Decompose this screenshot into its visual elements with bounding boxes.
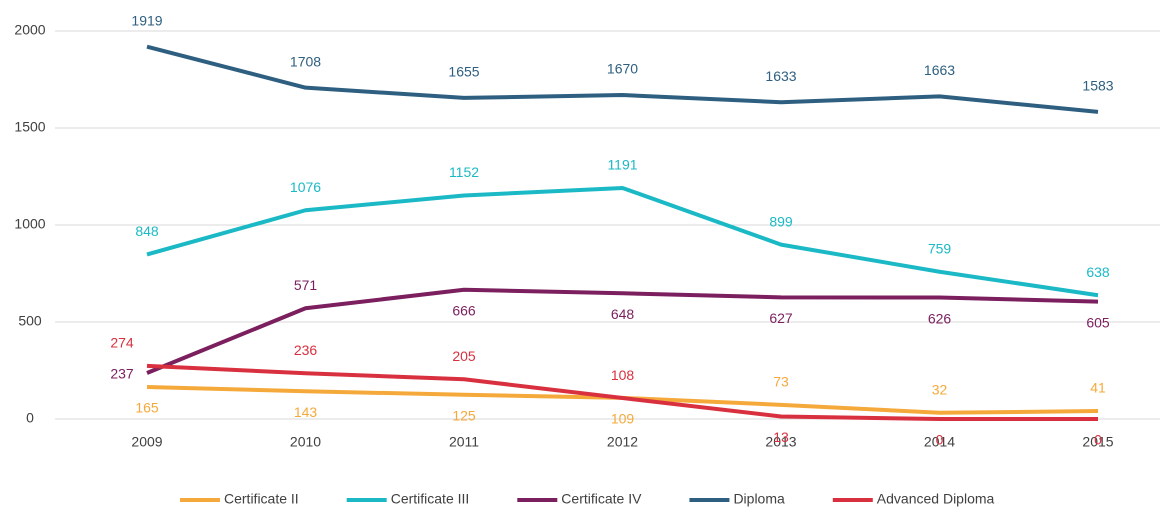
data-label: 0 xyxy=(1094,432,1102,448)
data-label: 0 xyxy=(936,432,944,448)
y-tick-label: 0 xyxy=(26,410,34,426)
data-label: 1152 xyxy=(449,164,479,180)
data-label: 899 xyxy=(769,213,793,229)
data-label: 236 xyxy=(294,342,318,358)
data-label: 1670 xyxy=(607,61,638,77)
data-label: 627 xyxy=(769,310,793,326)
y-tick-label: 2000 xyxy=(14,22,45,38)
data-label: 666 xyxy=(452,302,476,318)
data-label: 237 xyxy=(110,366,134,382)
data-label: 41 xyxy=(1090,380,1106,396)
data-label: 759 xyxy=(928,240,952,256)
data-label: 605 xyxy=(1086,314,1110,330)
x-tick-label: 2014 xyxy=(924,434,955,450)
line-series xyxy=(146,363,1098,421)
line-series xyxy=(146,44,1099,114)
data-label: 848 xyxy=(135,223,159,239)
data-label: 274 xyxy=(110,335,134,351)
data-label: 1583 xyxy=(1082,78,1113,94)
data-label: 32 xyxy=(932,381,948,397)
x-tick-label: 2009 xyxy=(131,434,162,450)
data-label: 1663 xyxy=(924,62,955,78)
x-tick-label: 2012 xyxy=(607,434,638,450)
data-label: 109 xyxy=(611,411,635,427)
y-tick-label: 1000 xyxy=(14,216,45,232)
line-series xyxy=(146,287,1099,375)
data-label: 571 xyxy=(294,277,318,293)
y-tick-label: 500 xyxy=(18,313,42,329)
data-label: 205 xyxy=(452,348,476,364)
data-label: 73 xyxy=(773,374,789,390)
x-tick-label: 2010 xyxy=(290,434,321,450)
data-label: 125 xyxy=(452,407,476,423)
legend-label: Diploma xyxy=(733,491,785,507)
data-label: 1708 xyxy=(290,53,321,69)
data-label: 1191 xyxy=(607,157,637,173)
legend-label: Certificate II xyxy=(224,491,299,507)
data-label: 1919 xyxy=(131,12,162,28)
data-label: 143 xyxy=(294,404,318,420)
x-tick-label: 2011 xyxy=(449,434,479,450)
y-tick-label: 1500 xyxy=(14,119,45,135)
data-label: 108 xyxy=(611,367,635,383)
x-tick-label: 2015 xyxy=(1082,434,1113,450)
data-label: 13 xyxy=(773,429,789,445)
data-label: 648 xyxy=(611,306,635,322)
data-label: 1633 xyxy=(765,68,796,84)
legend-label: Certificate III xyxy=(391,491,470,507)
data-label: 1655 xyxy=(448,64,479,80)
data-label: 626 xyxy=(928,310,952,326)
data-label: 1076 xyxy=(290,179,321,195)
x-tick-label: 2013 xyxy=(765,434,796,450)
legend-label: Advanced Diploma xyxy=(877,491,995,507)
line-series xyxy=(146,185,1099,298)
data-label: 638 xyxy=(1086,264,1110,280)
data-label: 165 xyxy=(135,400,159,416)
legend-label: Certificate IV xyxy=(561,491,642,507)
